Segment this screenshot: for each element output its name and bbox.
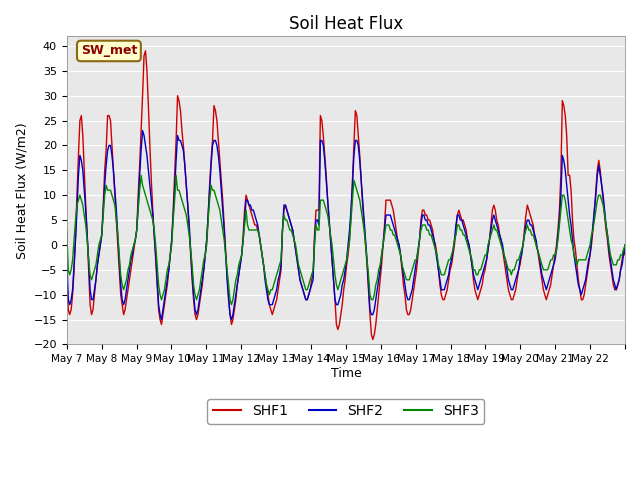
Text: SW_met: SW_met <box>81 45 137 58</box>
X-axis label: Time: Time <box>330 367 361 380</box>
Title: Soil Heat Flux: Soil Heat Flux <box>289 15 403 33</box>
Legend: SHF1, SHF2, SHF3: SHF1, SHF2, SHF3 <box>207 399 484 424</box>
Y-axis label: Soil Heat Flux (W/m2): Soil Heat Flux (W/m2) <box>15 122 28 259</box>
